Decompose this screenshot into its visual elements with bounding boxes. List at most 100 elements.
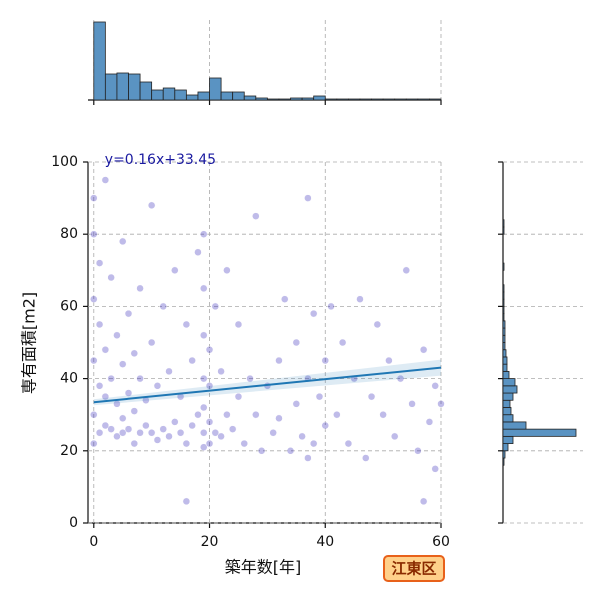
point [95, 320, 104, 329]
point [205, 418, 214, 426]
hist-bar [359, 98, 372, 101]
point [199, 331, 208, 340]
hist-bar [502, 385, 518, 394]
point [90, 410, 98, 419]
point [396, 374, 405, 383]
point [223, 266, 231, 275]
point [298, 432, 306, 441]
hist-bar [502, 457, 505, 466]
point [275, 414, 283, 423]
point [275, 356, 283, 365]
point [194, 248, 202, 256]
hist-bar [502, 291, 505, 300]
hist-bar [348, 98, 361, 101]
hist-bar [429, 98, 442, 101]
hist-bar [502, 392, 514, 401]
point [188, 356, 196, 365]
point [95, 382, 104, 390]
point [338, 338, 347, 347]
badge-box [383, 555, 445, 582]
point [246, 374, 254, 383]
point [182, 497, 191, 506]
point [321, 421, 330, 430]
x-tick-label: 0 [89, 534, 98, 550]
point [118, 360, 127, 368]
point [252, 410, 260, 419]
point [90, 295, 98, 303]
point [199, 403, 208, 412]
point [431, 465, 439, 473]
point [356, 295, 364, 303]
hist-bar [336, 98, 349, 101]
hist-bar [139, 81, 153, 101]
hist-bar [502, 313, 505, 322]
point [408, 400, 416, 408]
x-axis-label: 築年数[年] [225, 558, 302, 577]
hist-bar [104, 73, 118, 101]
point [147, 201, 156, 210]
point [217, 432, 225, 441]
point [142, 421, 150, 430]
hist-bar [116, 72, 129, 101]
point [425, 418, 434, 426]
point [252, 212, 260, 220]
hist-bar [502, 342, 506, 351]
point [211, 302, 220, 311]
point [269, 429, 277, 437]
point [90, 356, 98, 365]
point [234, 392, 243, 401]
point [136, 429, 144, 437]
point [385, 356, 393, 365]
point [205, 345, 214, 354]
point [107, 273, 115, 282]
hist-bar [502, 450, 506, 459]
point [321, 356, 330, 365]
point [136, 284, 144, 293]
point [344, 439, 353, 448]
hist-bar [197, 91, 210, 101]
point [373, 320, 382, 329]
point [431, 382, 439, 390]
point [118, 429, 127, 437]
hist-bar [502, 349, 507, 358]
point [199, 230, 208, 238]
point [153, 382, 162, 390]
point [199, 374, 208, 383]
point [304, 454, 312, 462]
point [188, 421, 196, 430]
point [199, 443, 208, 451]
y-tick-label: 80 [60, 226, 78, 242]
y-tick-label: 0 [69, 515, 78, 531]
hist-bar [417, 98, 430, 101]
hist-bar [174, 89, 187, 101]
point [292, 400, 301, 408]
point [402, 266, 411, 275]
hist-bar [502, 320, 506, 329]
hist-bar [502, 262, 505, 271]
hist-bar [278, 98, 291, 101]
point [309, 439, 318, 448]
point [176, 429, 185, 437]
y-tick-label: 100 [51, 154, 78, 170]
hist-bar [502, 414, 514, 423]
point [309, 309, 318, 318]
point [118, 237, 127, 246]
point [107, 374, 115, 383]
hist-bar [128, 73, 141, 101]
point [124, 425, 133, 433]
hist-bar [209, 77, 222, 101]
x-tick-label: 20 [201, 534, 219, 550]
hist-bar [502, 327, 506, 336]
y-tick-label: 20 [60, 443, 78, 459]
point [379, 410, 387, 419]
point [211, 429, 220, 437]
hist-bar [502, 443, 509, 452]
point [194, 410, 202, 419]
point [228, 425, 237, 433]
y-tick-label: 60 [60, 298, 78, 314]
point [124, 309, 133, 318]
hist-bar [502, 399, 511, 408]
point [286, 447, 295, 455]
point [101, 421, 110, 430]
point [130, 407, 139, 415]
